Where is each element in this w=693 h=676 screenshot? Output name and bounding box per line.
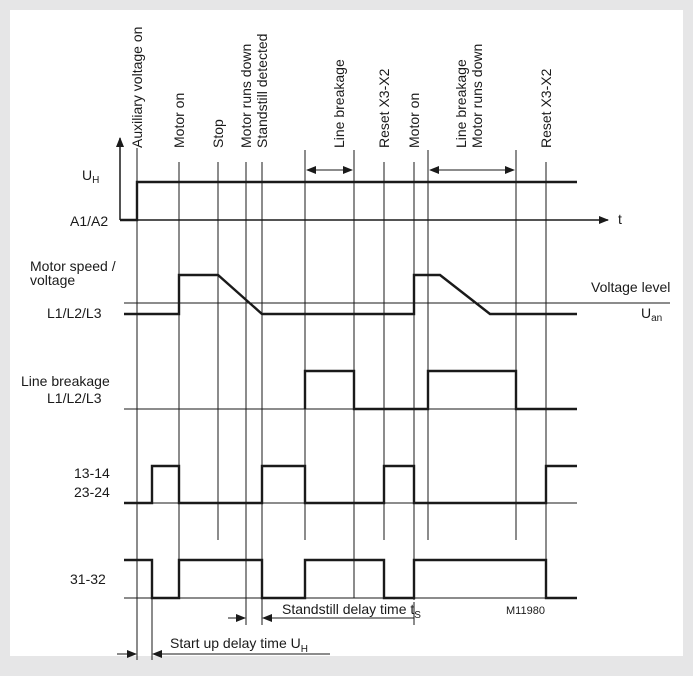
startup-delay-label: Start up delay time UH [170, 635, 308, 655]
event-lines [136, 148, 547, 625]
event-label: Motor runs down [469, 44, 485, 148]
event-label: Line breakage [331, 59, 347, 148]
row-label-1314: 13-14 [74, 465, 110, 481]
axis-label-t: t [618, 211, 622, 227]
event-label: Stop [210, 119, 226, 148]
row-label-motor-speed: Motor speed / [30, 258, 116, 274]
row-label-uh: UH [82, 167, 99, 186]
diagram-panel [10, 10, 683, 656]
row-label-line-breakage: Line breakage [21, 373, 110, 389]
line-breakage-signal [303, 369, 577, 411]
event-label: Standstill detected [254, 34, 270, 148]
figure-code: M11980 [506, 605, 545, 617]
row-label-l1l2l3-b: L1/L2/L3 [47, 390, 102, 406]
row-label-l1l2l3-a: L1/L2/L3 [47, 305, 102, 321]
event-labels: Auxiliary voltage on Motor on Stop Motor… [129, 27, 554, 148]
event-label: Reset X3-X2 [538, 68, 554, 148]
row-label-2324: 23-24 [74, 484, 110, 500]
event-label: Line breakage [453, 59, 469, 148]
uh-signal [120, 180, 577, 222]
row-label-voltage: voltage [30, 272, 75, 288]
event-label: Reset X3-X2 [376, 68, 392, 148]
contact-1314-signal [124, 464, 577, 505]
voltage-level-label: Voltage level [591, 279, 670, 295]
event-label: Motor runs down [238, 44, 254, 148]
voltage-level-symbol: Uan [641, 305, 662, 324]
contact-3132-signal [124, 558, 577, 600]
event-label: Auxiliary voltage on [129, 27, 145, 148]
standstill-delay-label: Standstill delay time tS [282, 601, 421, 621]
event-label: Motor on [406, 93, 422, 148]
event-label: Motor on [171, 93, 187, 148]
row-label-a1a2: A1/A2 [70, 213, 108, 229]
motor-speed-signal [124, 273, 577, 316]
row-label-3132: 31-32 [70, 571, 106, 587]
